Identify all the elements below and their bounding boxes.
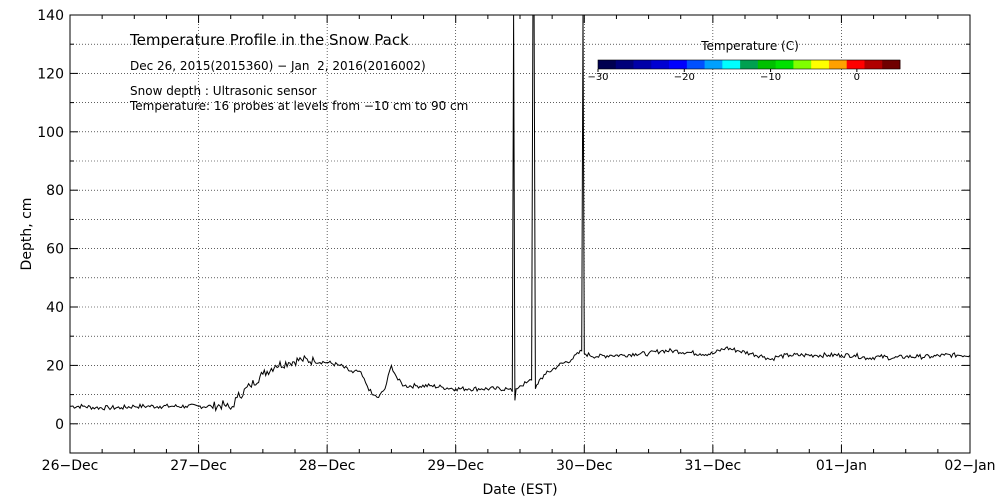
colorbar-tick-label: −20	[674, 72, 695, 83]
series-layer	[70, 14, 971, 413]
y-tick-label: 60	[46, 242, 64, 258]
axes: 0 20 40 60 80 100 120 140 26−Dec 27−Dec 28−Dec 29−D…	[37, 8, 995, 474]
plot-frame	[69, 14, 971, 454]
y-tick-label: 40	[46, 300, 64, 316]
colorbar-cell	[686, 60, 705, 69]
colorbar-cell	[828, 60, 848, 69]
y-tick-label: 140	[37, 8, 64, 24]
x-tick-label: 31−Dec	[685, 458, 742, 474]
colorbar-tick-label: 0	[854, 72, 860, 83]
annotation-probes: Temperature: 16 probes at levels from −1…	[129, 99, 468, 113]
x-tick-label: 30−Dec	[556, 458, 613, 474]
x-axis-label: Date (EST)	[482, 482, 557, 498]
colorbar-tick-label: −30	[587, 72, 608, 83]
colorbar-cell	[651, 60, 670, 69]
y-axis-label: Depth, cm	[19, 198, 35, 271]
chart-title: Temperature Profile in the Snow Pack	[129, 31, 409, 49]
colorbar-cell	[775, 60, 794, 69]
colorbar-cell	[615, 60, 634, 69]
annotation-sensor: Snow depth : Ultrasonic sensor	[130, 84, 317, 98]
y-tick-label: 80	[46, 183, 64, 199]
grid	[70, 15, 970, 453]
chart-subtitle: Dec 26, 2015(2015360) − Jan 2, 2016(2016…	[130, 59, 426, 73]
colorbar-cell	[882, 60, 901, 69]
y-tick-label: 20	[46, 358, 64, 374]
x-tick-label: 01−Jan	[816, 458, 867, 474]
y-tick-label: 0	[55, 417, 64, 433]
colorbar-cell	[864, 60, 883, 69]
x-tick-label: 26−Dec	[42, 458, 99, 474]
x-tick-label: 28−Dec	[299, 458, 356, 474]
colorbar-cell	[669, 60, 688, 69]
colorbar-title: Temperature (C)	[700, 39, 799, 53]
colorbar-cell	[811, 60, 830, 69]
colorbar-cell	[704, 60, 723, 69]
colorbar-cell	[793, 60, 812, 69]
x-tick-label: 27−Dec	[170, 458, 227, 474]
colorbar-cell	[740, 60, 759, 69]
colorbar-frame	[597, 59, 901, 70]
y-tick-label: 120	[37, 66, 64, 82]
colorbar-cell	[633, 60, 652, 69]
x-tick-label: 02−Jan	[944, 458, 995, 474]
colorbar-cell	[722, 60, 741, 69]
colorbar-cell	[846, 60, 865, 69]
colorbar: −30 −20 −10 0	[587, 59, 901, 83]
snow-depth-line	[70, 14, 971, 413]
x-tick-label: 29−Dec	[427, 458, 484, 474]
colorbar-cell	[757, 60, 777, 69]
colorbar-cell	[598, 60, 617, 69]
colorbar-tick-label: −10	[760, 72, 781, 83]
y-tick-label: 100	[37, 125, 64, 141]
